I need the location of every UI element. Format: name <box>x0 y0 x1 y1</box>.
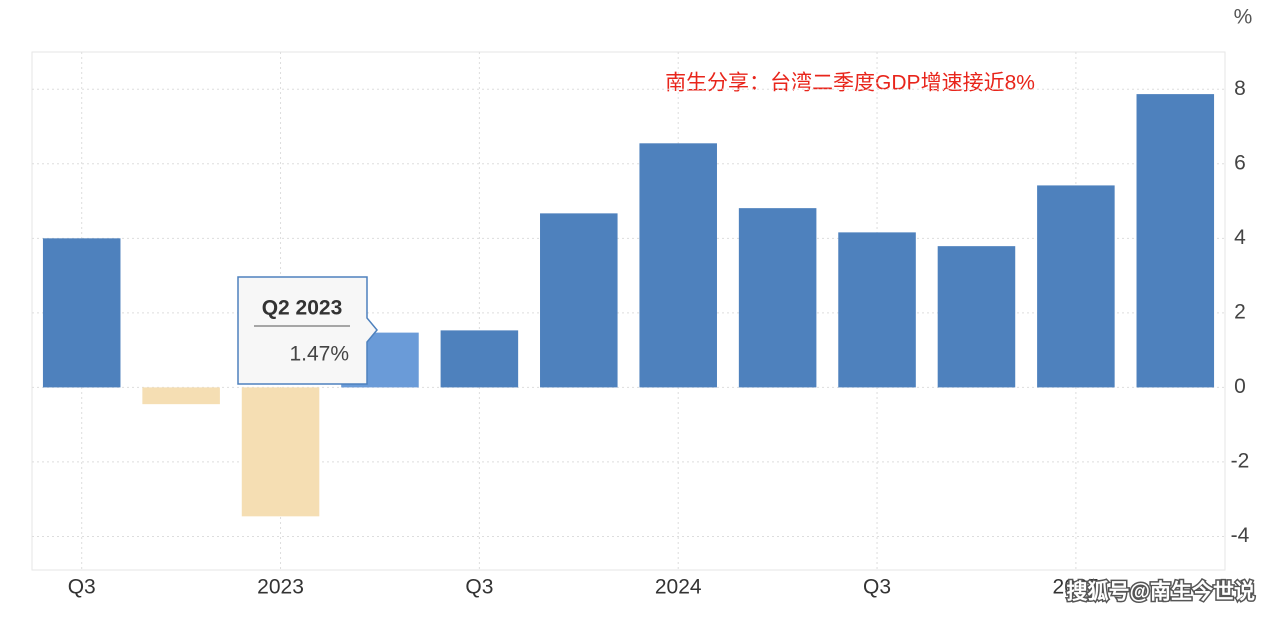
bar <box>440 330 519 388</box>
watermark: 搜狐号@南生今世说 <box>1067 580 1255 604</box>
bar <box>1136 94 1215 388</box>
x-tick-label: 2025 <box>1053 576 1100 599</box>
bar <box>1037 185 1115 388</box>
y-tick-label: 8 <box>1234 77 1246 100</box>
bar <box>241 387 320 517</box>
tooltip-title: Q2 2023 <box>262 297 343 320</box>
plot-border <box>31 51 1226 571</box>
chart-title: 南生分享：台湾二季度GDP增速接近8% <box>665 72 1035 95</box>
x-tick-label: 2023 <box>257 576 304 599</box>
y-unit: % <box>1234 6 1253 29</box>
y-tick-label: 0 <box>1234 375 1246 398</box>
tooltip-box <box>237 276 378 385</box>
bar <box>42 238 121 388</box>
tooltip: Q2 2023 1.47% <box>237 276 378 385</box>
bar <box>937 246 1016 388</box>
x-tick-label: Q3 <box>863 576 891 599</box>
bar <box>639 143 717 388</box>
y-tick-label: 4 <box>1234 226 1246 249</box>
y-tick-label: -4 <box>1231 524 1250 547</box>
bar <box>738 208 817 388</box>
bar <box>142 387 220 405</box>
tooltip-value: 1.47% <box>289 343 349 366</box>
bar <box>540 213 618 388</box>
y-tick-label: 2 <box>1234 300 1246 323</box>
x-tick-label: 2024 <box>655 576 702 599</box>
x-tick-label: Q3 <box>465 576 493 599</box>
y-tick-label: -2 <box>1231 449 1250 472</box>
y-tick-label: 6 <box>1234 151 1246 174</box>
bar <box>838 232 916 388</box>
x-tick-label: Q3 <box>68 576 96 599</box>
